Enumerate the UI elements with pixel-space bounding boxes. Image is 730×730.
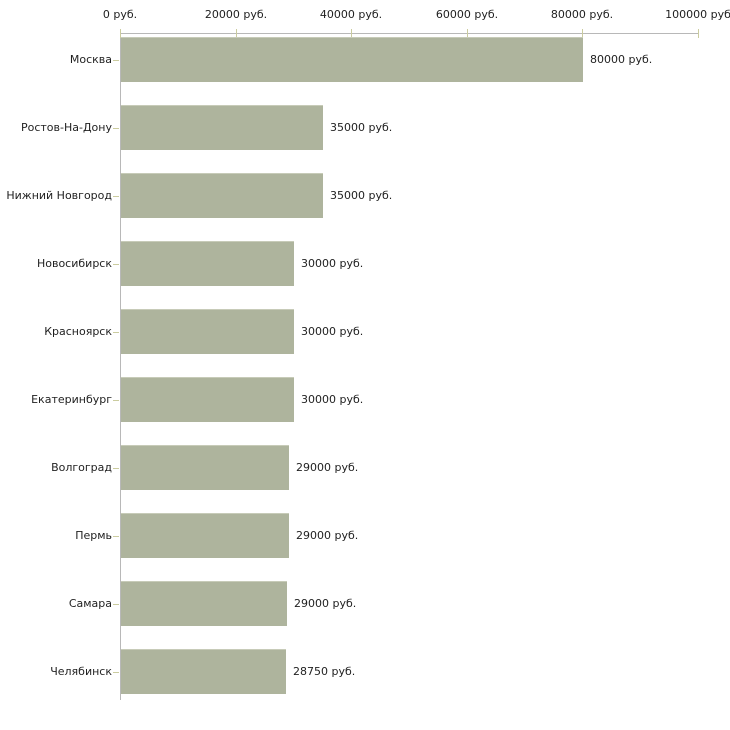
x-tick-label: 40000 руб. — [319, 8, 383, 21]
category-tick-mark — [113, 128, 119, 129]
bar-Москва — [121, 37, 583, 82]
value-label: 35000 руб. — [330, 189, 393, 202]
bar-Самара — [121, 581, 287, 626]
x-axis-line — [120, 33, 698, 34]
x-tick-label: 60000 руб. — [435, 8, 499, 21]
bar-Челябинск — [121, 649, 286, 694]
category-label: Новосибирск — [36, 257, 112, 270]
value-label: 35000 руб. — [330, 121, 393, 134]
value-label: 30000 руб. — [301, 393, 364, 406]
category-label: Самара — [68, 597, 112, 610]
x-tick-mark — [351, 29, 352, 38]
bar-Ростов-На-Дону — [121, 105, 323, 150]
category-label: Нижний Новгород — [6, 189, 112, 202]
x-tick-label: 0 руб. — [102, 8, 138, 21]
x-tick-label: 100000 руб — [665, 8, 730, 21]
bar-Красноярск — [121, 309, 294, 354]
x-tick-label: 20000 руб. — [204, 8, 268, 21]
bar-Пермь — [121, 513, 289, 558]
value-label: 29000 руб. — [296, 529, 359, 542]
category-tick-mark — [113, 400, 119, 401]
category-tick-mark — [113, 604, 119, 605]
value-label: 30000 руб. — [301, 257, 364, 270]
value-label: 30000 руб. — [301, 325, 364, 338]
x-tick-mark — [698, 29, 699, 38]
bar-Нижний Новгород — [121, 173, 323, 218]
value-label: 28750 руб. — [293, 665, 356, 678]
category-label: Пермь — [75, 529, 112, 542]
value-label: 80000 руб. — [590, 53, 653, 66]
x-tick-label: 80000 руб. — [550, 8, 614, 21]
category-label: Москва — [69, 53, 112, 66]
x-tick-mark — [236, 29, 237, 38]
category-label: Красноярск — [44, 325, 112, 338]
x-tick-mark — [120, 29, 121, 38]
y-axis-line — [120, 33, 121, 700]
category-tick-mark — [113, 332, 119, 333]
x-tick-mark — [582, 29, 583, 38]
x-tick-mark — [467, 29, 468, 38]
category-label: Челябинск — [50, 665, 112, 678]
bar-Новосибирск — [121, 241, 294, 286]
category-tick-mark — [113, 60, 119, 61]
bar-Волгоград — [121, 445, 289, 490]
category-tick-mark — [113, 536, 119, 537]
category-tick-mark — [113, 196, 119, 197]
value-label: 29000 руб. — [294, 597, 357, 610]
category-tick-mark — [113, 468, 119, 469]
value-label: 29000 руб. — [296, 461, 359, 474]
category-label: Екатеринбург — [31, 393, 112, 406]
bar-Екатеринбург — [121, 377, 294, 422]
category-tick-mark — [113, 264, 119, 265]
category-label: Волгоград — [51, 461, 112, 474]
category-tick-mark — [113, 672, 119, 673]
category-label: Ростов-На-Дону — [20, 121, 112, 134]
